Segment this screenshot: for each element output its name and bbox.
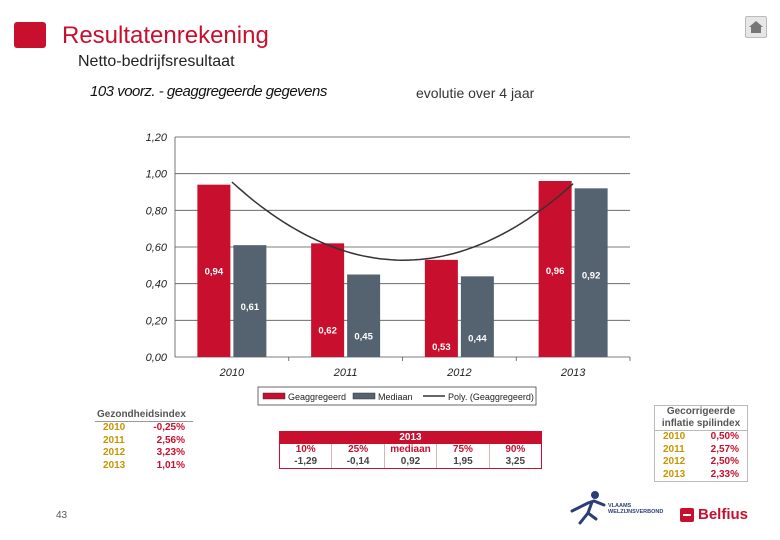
row-year: 2010 (663, 431, 686, 442)
page-title: Resultatenrekening (62, 22, 269, 49)
data-label-geaggregeerd: 0,96 (546, 266, 565, 277)
bar-chart: 0,00 0,20 0,40 0,60 0,80 1,00 1,20 0,94 0,61 2010… (146, 132, 631, 406)
bar-geaggregeerd (424, 259, 458, 357)
row-value: 2,57% (710, 443, 739, 455)
bar-geaggregeerd (197, 184, 231, 357)
y-tick-label: 1,20 (146, 132, 168, 144)
data-label-geaggregeerd: 0,53 (432, 342, 451, 353)
row-year: 2011 (663, 443, 685, 455)
inflatie-row: 2013 2,33% (655, 469, 747, 482)
percentile-column: mediaan 0,92 (385, 444, 438, 468)
legend-box (257, 386, 537, 406)
percentile-value: -1,29 (294, 456, 318, 467)
row-year: 2011 (103, 434, 125, 446)
person-figure-icon (570, 491, 606, 525)
percentile-column: 75% 1,95 (437, 444, 490, 468)
page-number: 43 (56, 510, 68, 521)
belfius-mark-icon (680, 507, 694, 522)
inflatie-row: 2012 2,50% (655, 456, 747, 469)
percentile-column: 90% 3,25 (490, 444, 541, 468)
gezondheidsindex-row: 2011 2,56% (95, 435, 193, 448)
evolution-note: evolutie over 4 jaar (416, 85, 535, 101)
row-value: 2,33% (710, 468, 739, 480)
percentile-label: 90% (505, 444, 526, 455)
inflatie-row: 2011 2,57% (655, 444, 747, 457)
gezondheidsindex-row: 2013 1,01% (95, 460, 193, 473)
inflatie-title: Gecorrigeerde inflatie spilindex (655, 406, 747, 431)
inflatie-title-line1: Gecorrigeerde (666, 406, 736, 417)
inflatie-title-line2: inflatie spilindex (661, 418, 741, 429)
row-value: 3,23% (156, 447, 185, 458)
row-year: 2010 (103, 422, 126, 433)
page-subtitle: Netto-bedrijfsresultaat (78, 53, 235, 70)
row-value: -0,25% (153, 422, 185, 433)
data-label-geaggregeerd: 0,94 (205, 267, 224, 278)
inflatie-row: 2010 0,50% (655, 431, 747, 444)
x-tick-label: 2011 (333, 367, 358, 379)
legend-swatch-geaggregeerd (262, 392, 286, 400)
percentile-label: 25% (348, 444, 369, 455)
bar-mediaan (347, 274, 381, 357)
vlaams-welzijnsverbond-logo: VLAAMS WELZIJNSVERBOND (568, 489, 678, 529)
row-value: 2,56% (156, 434, 185, 446)
percentile-year: 2013 (280, 432, 541, 444)
gezondheidsindex-title: Gezondheidsindex (95, 409, 193, 422)
belfius-wordmark: Belfius (698, 506, 749, 523)
legend-label-geaggregeerd: Geaggregeerd (288, 392, 346, 402)
row-year: 2012 (103, 447, 126, 458)
percentile-label: 75% (452, 444, 473, 455)
y-tick-label: 0,80 (146, 205, 168, 217)
vlaams-line2: WELZIJNSVERBOND (608, 509, 664, 515)
trendline (231, 181, 574, 261)
bar-geaggregeerd (538, 181, 572, 357)
bar-mediaan (574, 188, 608, 357)
vlaams-line1: VLAAMS (608, 503, 632, 509)
title-marker (14, 22, 46, 48)
percentile-value: 3,25 (505, 456, 526, 467)
chart-heading: 103 voorz. - geaggregeerde gegevens (90, 83, 327, 100)
data-label-mediaan: 0,45 (354, 332, 373, 343)
gezondheidsindex-table: Gezondheidsindex 2010 -0,25% 2011 2,56% 2012… (95, 409, 193, 472)
x-tick-label: 2012 (446, 367, 471, 379)
row-year: 2013 (103, 459, 126, 471)
row-year: 2012 (663, 456, 686, 467)
percentile-value: -0,14 (346, 456, 370, 467)
x-tick-label: 2010 (219, 367, 245, 379)
data-label-mediaan: 0,61 (241, 302, 260, 313)
data-label-mediaan: 0,92 (582, 270, 601, 281)
y-tick-label: 0,60 (146, 242, 168, 254)
percentile-label: 10% (295, 444, 316, 455)
legend-swatch-mediaan (352, 392, 376, 400)
percentile-column: 25% -0,14 (332, 444, 385, 468)
x-tick-label: 2013 (560, 367, 586, 379)
percentile-value: 0,92 (400, 456, 421, 467)
y-tick-label: 0,00 (146, 352, 168, 364)
bar-geaggregeerd (311, 243, 345, 357)
y-tick-label: 1,00 (146, 169, 168, 181)
row-value: 1,01% (156, 459, 185, 471)
data-label-geaggregeerd: 0,62 (318, 325, 337, 336)
row-year: 2013 (663, 468, 686, 480)
belfius-logo: Belfius (680, 506, 748, 523)
y-tick-label: 0,20 (146, 315, 168, 327)
bar-mediaan (460, 276, 494, 357)
bar-mediaan (233, 245, 267, 357)
percentile-value: 1,95 (453, 456, 473, 467)
gezondheidsindex-row: 2010 -0,25% (95, 422, 193, 435)
home-button[interactable] (745, 16, 767, 38)
percentile-column: 10% -1,29 (280, 444, 333, 468)
home-icon (749, 21, 763, 33)
percentile-table: 2013 10% -1,29 25% -0,14 mediaan 0,92 75% 1,95 9… (279, 431, 542, 469)
y-tick-label: 0,40 (146, 279, 168, 291)
inflatie-table: Gecorrigeerde inflatie spilindex 2010 0,5… (654, 405, 748, 482)
row-value: 2,50% (710, 456, 739, 467)
percentile-label: mediaan (390, 444, 431, 455)
data-label-mediaan: 0,44 (468, 333, 487, 344)
row-value: 0,50% (710, 431, 739, 442)
legend-label-trendline: Poly. (Geaggregeerd) (448, 392, 534, 402)
legend-label-mediaan: Mediaan (378, 392, 413, 402)
gezondheidsindex-row: 2012 3,23% (95, 447, 193, 460)
